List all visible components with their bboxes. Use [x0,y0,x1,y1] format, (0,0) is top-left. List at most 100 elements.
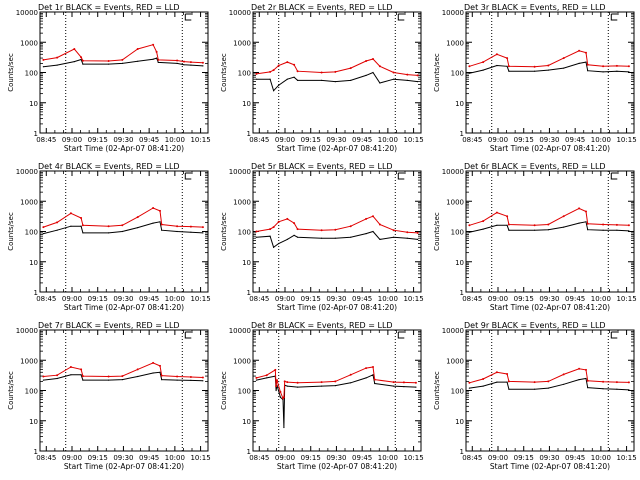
data-point-events [70,374,72,376]
data-point-events [161,379,163,381]
data-point-events [156,57,158,59]
x-tick-label: 09:15 [514,454,534,462]
data-point-events [602,229,604,231]
x-tick-label: 09:00 [488,295,508,303]
data-point-events [73,61,75,63]
data-point-events [468,231,470,233]
x-tick-label: 08:45 [36,136,56,144]
data-point-lld [272,226,275,229]
detector-panel-5: Det 5r BLACK = Events, RED = LLD Counts/s… [220,162,424,312]
data-point-events [108,379,110,381]
data-point-lld [286,217,289,220]
data-point-events [42,66,45,68]
data-point-lld [365,217,368,220]
data-point-lld [372,215,374,218]
data-point-events [468,72,470,74]
data-point-events [202,380,204,382]
data-point-lld [296,70,299,73]
data-point-events [297,386,299,388]
x-tick-label: 10:15 [403,454,423,462]
data-point-lld [80,56,83,59]
data-point-lld [176,59,179,62]
x-tick-label: 09:45 [565,136,585,144]
data-point-lld [160,223,163,226]
data-point-events [379,238,381,240]
series-line-lld [256,58,418,76]
y-tick-label: 10 [29,418,38,426]
data-point-events [56,377,58,380]
data-point-events [334,237,336,239]
data-point-lld [107,375,110,378]
data-point-lld [56,374,59,377]
y-tick-label: 1000 [233,357,251,365]
data-point-events [159,371,161,373]
data-point-lld [152,43,155,46]
x-tick-label: 10:00 [378,295,398,303]
series-line-events [469,61,629,74]
x-tick-label: 09:45 [139,136,159,144]
detector-panel-7: Det 7r BLACK = Events, RED = LLD Counts/s… [7,321,211,471]
data-point-lld [482,378,485,380]
x-tick-label: 09:00 [62,454,82,462]
x-tick-label: 10:00 [591,295,611,303]
y-tick-label: 1 [247,289,251,297]
data-point-lld [585,368,587,371]
x-tick-label: 10:00 [378,454,398,462]
data-point-lld [42,226,45,229]
y-axis-label: Counts/sec [7,212,15,251]
data-point-lld [585,51,587,54]
data-point-lld [615,223,618,226]
x-axis-label: Start Time (02-Apr-07 08:41:20) [64,303,184,312]
data-point-lld [507,65,510,68]
y-tick-label: 1 [460,448,464,456]
data-point-lld [276,379,278,382]
data-point-lld [406,231,409,234]
data-point-events [176,62,178,64]
x-tick-label: 09:00 [275,454,295,462]
panel-title: Det 1r BLACK = Events, RED = LLD [38,3,180,12]
y-tick-label: 10000 [229,327,251,335]
data-point-lld [107,225,110,228]
series-line-lld [256,215,418,234]
data-point-events [602,388,604,390]
data-point-events [56,229,58,231]
x-tick-label: 09:45 [352,136,372,144]
data-point-lld [495,371,498,374]
data-point-events [417,238,419,240]
data-point-lld [155,50,158,53]
data-point-events [379,82,381,84]
data-point-lld [372,58,374,60]
flag-marker [610,13,618,21]
y-tick-label: 100 [25,70,38,78]
data-point-lld [578,207,581,210]
data-point-events [547,387,549,389]
data-point-lld [73,48,76,50]
data-point-lld [402,381,405,384]
data-point-events [350,382,352,384]
data-point-events [587,387,589,389]
data-point-events [365,233,367,235]
data-point-events [278,84,280,86]
plot-frame [465,170,635,293]
data-point-events [602,71,604,73]
data-point-lld [274,368,277,371]
data-point-events [372,374,374,376]
x-tick-label: 09:30 [539,454,559,462]
x-tick-label: 08:45 [249,136,269,144]
x-tick-label: 09:45 [139,454,159,462]
data-point-lld [547,223,550,226]
y-tick-label: 100 [238,229,251,237]
data-point-events [372,71,374,74]
data-point-events [616,70,618,72]
data-point-events [585,377,587,380]
data-point-events [372,230,374,233]
data-point-events [374,382,376,385]
data-point-events [628,71,630,73]
data-point-events [121,379,123,381]
x-tick-label: 09:00 [62,136,82,144]
data-point-events [628,389,630,391]
data-point-events [82,232,84,234]
data-point-events [578,222,580,224]
x-tick-label: 09:45 [352,295,372,303]
data-point-events [321,385,323,387]
